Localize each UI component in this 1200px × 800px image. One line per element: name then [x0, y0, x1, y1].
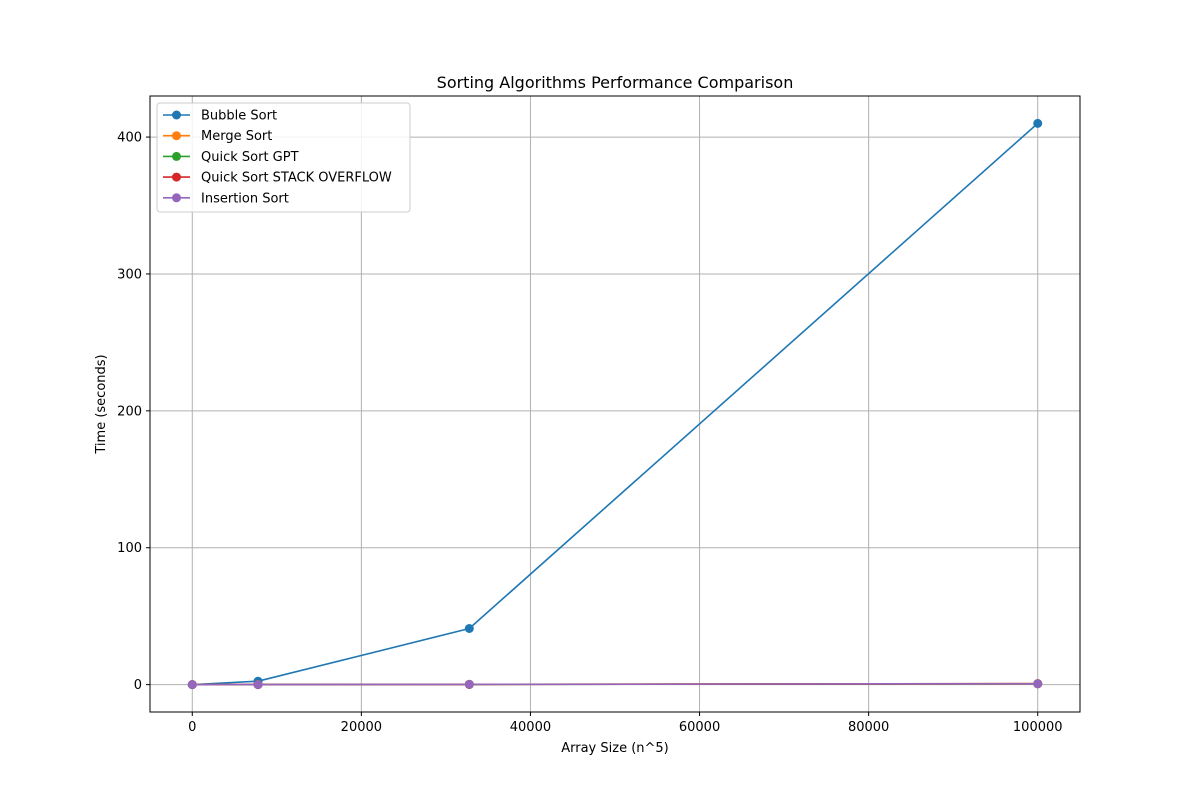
legend-label: Quick Sort GPT [201, 150, 299, 165]
legend-label: Merge Sort [201, 129, 272, 144]
y-tick-label: 400 [117, 131, 142, 146]
y-tick-label: 0 [134, 678, 142, 693]
legend-marker [172, 193, 181, 203]
y-tick-label: 300 [117, 267, 142, 282]
x-axis-title: Array Size (n^5) [561, 741, 669, 756]
y-tick-label: 100 [117, 541, 142, 556]
legend-label: Insertion Sort [201, 191, 289, 206]
series-line [192, 682, 1038, 686]
legend-marker [172, 110, 181, 120]
x-tick-label: 60000 [679, 720, 720, 735]
data-point [464, 624, 474, 633]
series-4 [187, 679, 1043, 690]
legend-box [156, 102, 411, 213]
x-tick-label: 100000 [1013, 720, 1063, 735]
axis-ticks: 0 20000 40000 60000 80000 100000 0 100 200 300 400 [117, 131, 1062, 735]
x-tick-label: 0 [188, 720, 196, 735]
legend-label: Bubble Sort [201, 109, 277, 124]
x-tick-label: 20000 [341, 720, 382, 735]
x-tick-label: 40000 [510, 720, 551, 735]
plot-frame [149, 95, 1081, 713]
data-point [1033, 679, 1043, 689]
legend-marker [172, 131, 181, 141]
data-point [187, 680, 197, 690]
y-axis-title: Time (seconds) [94, 354, 109, 454]
legend-marker [172, 151, 181, 161]
legend-label: Quick Sort STACK OVERFLOW [201, 171, 392, 186]
legend-marker [172, 172, 181, 182]
data-point [253, 680, 263, 690]
y-tick-label: 200 [117, 404, 142, 419]
chart-title: Sorting Algorithms Performance Compariso… [437, 73, 794, 92]
data-point [464, 679, 474, 689]
data-point [1033, 118, 1043, 128]
series-layer [187, 118, 1043, 690]
legend: Bubble Sort Merge Sort Quick Sort GPT Quick… [156, 102, 411, 213]
series-line [192, 122, 1039, 686]
x-tick-label: 80000 [848, 720, 889, 735]
